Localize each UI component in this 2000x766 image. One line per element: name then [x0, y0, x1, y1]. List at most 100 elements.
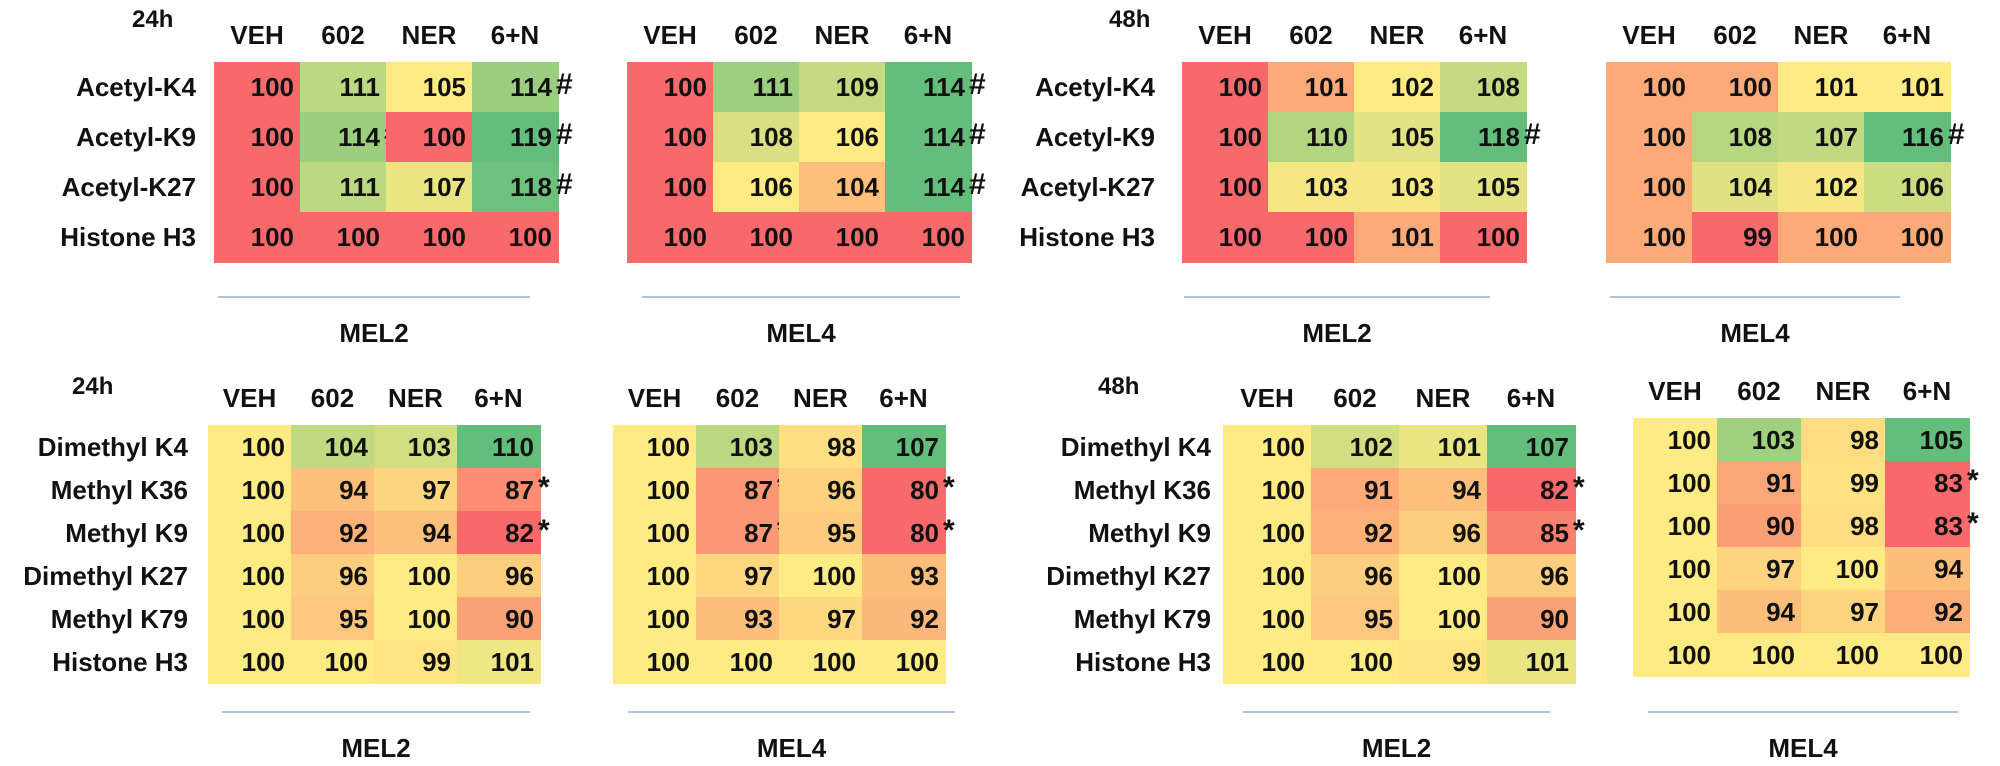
heatmap-cell	[300, 212, 387, 263]
heatmap-cell	[1311, 425, 1400, 469]
cell-value: 119	[510, 122, 552, 152]
cell-value: 100	[336, 222, 380, 252]
heatmap-cell	[214, 162, 301, 213]
cell-value: 105	[422, 72, 466, 102]
heatmap-cell	[1487, 554, 1576, 598]
cell-value: 80	[910, 474, 939, 505]
cell-value: 116	[1902, 122, 1944, 152]
heatmap-cell	[208, 425, 292, 469]
cell-value: 90	[505, 603, 534, 634]
cell-value: 100	[407, 560, 451, 591]
heatmap-cell	[1801, 461, 1886, 505]
heatmap-cell	[1692, 112, 1779, 163]
heatmap-cell	[291, 511, 375, 555]
cell-value: 96	[827, 474, 856, 505]
heatmap-cell	[627, 112, 714, 163]
heatmap-cell	[1182, 162, 1269, 213]
cell-value: 100	[1667, 553, 1711, 584]
cell-value: 100	[1900, 222, 1944, 252]
heatmap-cell	[799, 112, 886, 163]
cell-value: 101	[1814, 72, 1858, 102]
heatmap-cell	[1311, 468, 1400, 512]
heatmap-cell	[300, 62, 387, 113]
cell-value: 94	[422, 517, 451, 548]
heatmap-cell	[1223, 554, 1312, 598]
heatmap-cell	[862, 597, 946, 641]
hash-marker: #	[969, 68, 986, 101]
heatmap-cell	[291, 554, 375, 598]
heatmap-cell	[457, 511, 541, 555]
column-header: VEH	[627, 383, 682, 413]
asterisk-marker: *	[1573, 470, 1585, 504]
row-label: Histone H3	[60, 222, 196, 252]
hash-marker: #	[556, 118, 573, 151]
heatmap-cell	[1606, 62, 1693, 113]
cell-value: 101	[1304, 72, 1348, 102]
cell-value: 95	[1364, 603, 1393, 634]
cell-value: 98	[827, 431, 856, 462]
heatmap-cell	[696, 511, 780, 555]
cell-value: 101	[1525, 646, 1569, 677]
asterisk-marker: *	[1573, 513, 1585, 547]
cell-value: 100	[646, 646, 690, 677]
heatmap-cell	[291, 640, 375, 684]
cell-value: 100	[250, 172, 294, 202]
cell-value: 100	[835, 222, 879, 252]
cell-value: 90	[1540, 603, 1569, 634]
cell-value: 100	[1919, 639, 1963, 670]
cell-value: 100	[1728, 72, 1772, 102]
heatmap-cell	[799, 62, 886, 113]
cell-value: 100	[1261, 646, 1305, 677]
cell-value: 100	[812, 646, 856, 677]
heatmap-cell	[696, 597, 780, 641]
heatmap-cell	[374, 511, 458, 555]
column-header: 6+N	[474, 383, 523, 413]
cell-value: 100	[508, 222, 552, 252]
cell-value: 114	[338, 122, 380, 152]
heatmap-cell	[1801, 633, 1886, 677]
cell-value: 91	[1364, 474, 1393, 505]
column-header: 6+N	[879, 383, 928, 413]
heatmap-cell	[779, 468, 863, 512]
cell-value: 100	[1667, 467, 1711, 498]
heatmap-cell	[1440, 212, 1527, 263]
heatmap-cell	[1311, 640, 1400, 684]
cell-value: 103	[729, 431, 773, 462]
cell-value: 100	[241, 431, 285, 462]
cell-value: 114	[923, 72, 965, 102]
cell-value: 100	[1667, 424, 1711, 455]
heatmap-cell	[799, 162, 886, 213]
cell-value: 100	[422, 122, 466, 152]
cell-value: 85	[1540, 517, 1569, 548]
heatmap-cell	[1885, 633, 1970, 677]
panel-underline	[222, 711, 530, 713]
heatmap-cell	[1399, 425, 1488, 469]
column-header: NER	[1369, 20, 1425, 50]
cell-value: 100	[1642, 72, 1686, 102]
cell-value: 96	[1452, 517, 1481, 548]
cell-value: 99	[1452, 646, 1481, 677]
heatmap-cell	[1692, 162, 1779, 213]
cell-value: 106	[1900, 172, 1944, 202]
cell-value: 100	[241, 646, 285, 677]
heatmap-cell	[1633, 504, 1718, 548]
cell-value: 110	[1306, 122, 1348, 152]
heatmap-cell	[208, 640, 292, 684]
hash-marker: #	[969, 168, 986, 201]
heatmap-cell	[713, 62, 800, 113]
heatmap-cell	[472, 62, 559, 113]
cell-line-label: MEL2	[339, 318, 409, 348]
column-header: 602	[715, 383, 760, 413]
cell-value: 100	[241, 603, 285, 634]
cell-value: 100	[1814, 222, 1858, 252]
heatmap-cell	[214, 212, 301, 263]
column-header: 6+N	[1458, 20, 1508, 50]
cell-value: 100	[1642, 222, 1686, 252]
cell-value: 100	[250, 122, 294, 152]
heatmap-cell	[472, 212, 559, 263]
cell-value: 98	[1850, 424, 1879, 455]
heatmap-cell	[1606, 112, 1693, 163]
cell-value: 109	[835, 72, 879, 102]
cell-value: 100	[729, 646, 773, 677]
cell-value: 118	[1478, 122, 1520, 152]
